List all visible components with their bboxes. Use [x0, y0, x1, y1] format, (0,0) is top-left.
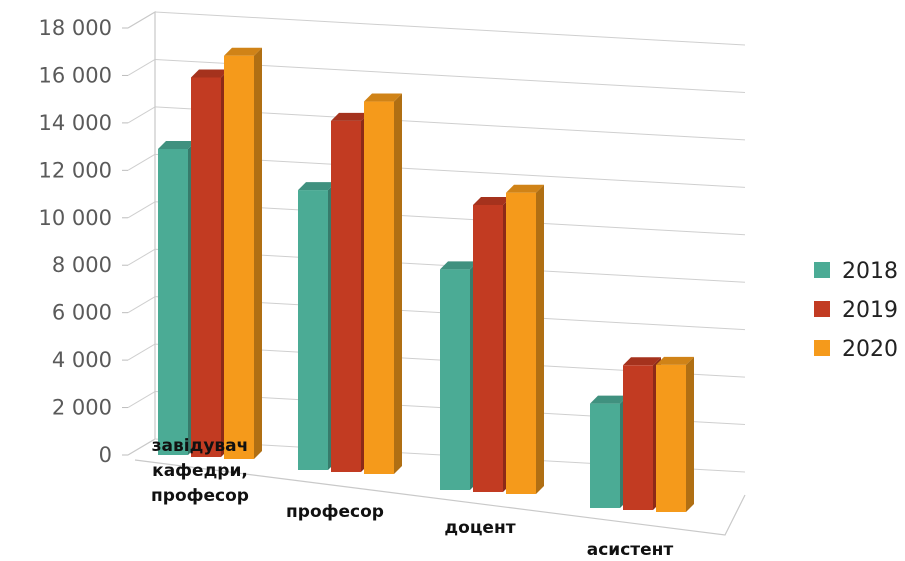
bar-front [298, 190, 328, 471]
bar-front [158, 148, 188, 455]
legend-label-2019: 2019 [842, 298, 898, 323]
x-axis-category-labels: завідувач кафедри, професор професор доцент а… [151, 436, 673, 560]
bar-top [331, 112, 369, 121]
y-tick-label: 14 000 [39, 111, 112, 135]
bar-front [331, 120, 361, 473]
legend-label-2018: 2018 [842, 259, 898, 284]
bar-2019-1 [331, 112, 369, 473]
y-tick-label: 6 000 [52, 301, 112, 325]
bar-2020-1 [364, 93, 402, 475]
legend-swatch-2019 [814, 301, 830, 317]
y-tick-label: 8 000 [52, 253, 112, 277]
y-tick-label: 2 000 [52, 396, 112, 420]
bar-top [656, 356, 694, 365]
bar-2020-2 [506, 184, 544, 494]
category-label-2: доцент [444, 518, 515, 538]
bar-2018-1 [298, 182, 336, 471]
gridline-side [127, 106, 156, 124]
bar-2019-3 [623, 357, 661, 510]
bar-top [191, 69, 229, 78]
bar-2020-3 [656, 356, 694, 512]
y-tick-label: 0 [99, 443, 112, 467]
bar-front [440, 269, 470, 490]
bar-side [254, 47, 262, 459]
category-label-0: професор [151, 486, 249, 506]
bar-top [364, 93, 402, 102]
bar-front [224, 55, 254, 459]
bar-front [364, 101, 394, 475]
bar-2018-3 [590, 395, 628, 508]
category-label-0: завідувач [152, 436, 249, 456]
bar-top [473, 196, 511, 205]
gridline-side [127, 343, 156, 361]
bar-front [506, 192, 536, 494]
bar-2019-0 [191, 69, 229, 457]
bar-top [158, 140, 196, 149]
legend: 2018 2019 2020 [814, 259, 898, 362]
y-tick-label: 18 000 [39, 16, 112, 40]
gridline-side [127, 248, 156, 266]
side-wall [127, 10, 156, 456]
gridline-side [127, 296, 156, 314]
gridline-side [127, 201, 156, 219]
legend-label-2020: 2020 [842, 337, 898, 362]
bar-top [506, 184, 544, 193]
bar-top [440, 261, 478, 270]
bar-side [536, 184, 544, 494]
bar-2020-0 [224, 47, 262, 459]
bar-top [623, 357, 661, 366]
bar-side [394, 93, 402, 475]
category-label-3: асистент [587, 540, 674, 560]
category-label-0: кафедри, [152, 461, 248, 481]
bar-top [298, 182, 336, 191]
bar-top [590, 395, 628, 404]
bar-front [623, 365, 653, 510]
bar-front [473, 204, 503, 492]
y-tick-label: 10 000 [39, 206, 112, 230]
bar-front [590, 403, 620, 508]
gridline-side [127, 391, 156, 408]
bar-front [191, 77, 221, 457]
bar-2018-2 [440, 261, 478, 490]
bar-front [656, 364, 686, 512]
floor-edge [134, 459, 746, 536]
bar-2018-0 [158, 140, 196, 455]
gridline [154, 11, 746, 46]
bar-top [224, 47, 262, 56]
bar-2019-2 [473, 196, 511, 492]
bars [158, 47, 694, 512]
y-tick-label: 16 000 [39, 63, 112, 87]
gridline-side [127, 59, 156, 76]
bar-side [686, 356, 694, 512]
chart-walls [127, 10, 746, 536]
gridline-side [127, 153, 156, 171]
y-tick-label: 12 000 [39, 158, 112, 182]
y-tick-label: 4 000 [52, 348, 112, 372]
legend-swatch-2018 [814, 262, 830, 278]
y-axis-tick-labels: 0 2 000 4 000 6 000 8 000 10 000 12 000 14 000 1… [39, 16, 112, 467]
category-label-1: професор [286, 502, 384, 522]
legend-swatch-2020 [814, 340, 830, 356]
